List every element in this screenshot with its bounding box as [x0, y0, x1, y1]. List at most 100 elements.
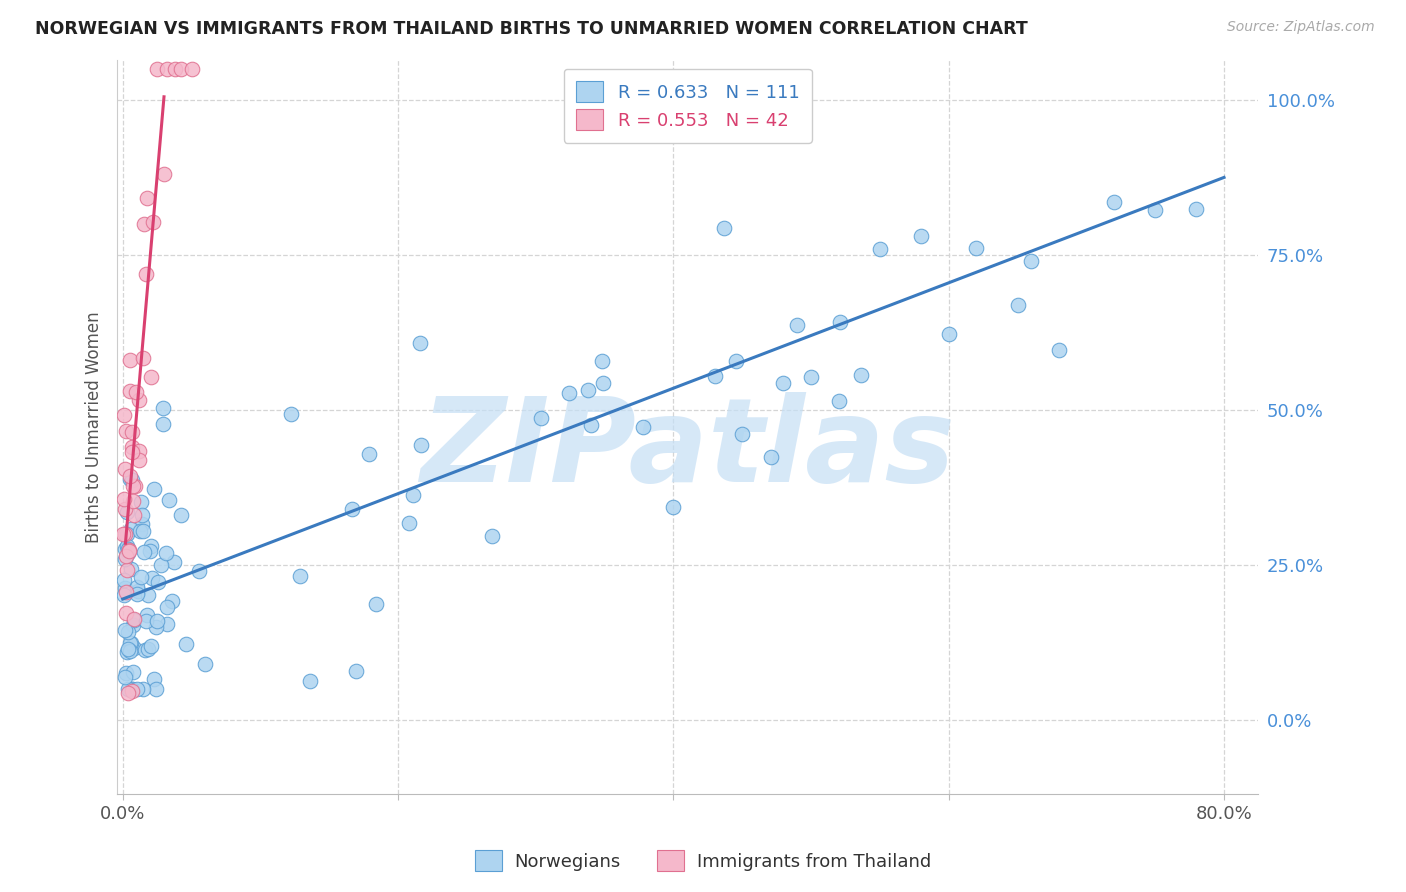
Point — [114, 409, 136, 423]
Point — [112, 588, 135, 602]
Point — [117, 543, 139, 558]
Point — [120, 636, 142, 650]
Point — [135, 614, 157, 628]
Point — [131, 508, 153, 522]
Point — [121, 681, 143, 696]
Point — [145, 615, 167, 629]
Point — [114, 581, 136, 595]
Text: Source: ZipAtlas.com: Source: ZipAtlas.com — [1227, 20, 1375, 34]
Point — [139, 640, 162, 654]
Point — [576, 383, 599, 397]
Point — [125, 384, 148, 399]
Point — [1019, 254, 1042, 268]
Point — [402, 488, 425, 502]
Point — [830, 315, 852, 329]
Point — [121, 473, 143, 487]
Point — [121, 681, 143, 696]
Point — [114, 624, 136, 638]
Point — [1185, 202, 1208, 216]
Point — [152, 417, 174, 431]
Point — [122, 612, 145, 626]
Point — [136, 588, 159, 602]
Point — [114, 502, 136, 516]
Point — [153, 167, 176, 181]
Point — [122, 613, 145, 627]
Point — [150, 558, 173, 572]
Point — [299, 673, 322, 688]
Point — [117, 642, 139, 657]
Point — [117, 505, 139, 519]
Point — [128, 444, 150, 458]
Point — [139, 544, 162, 558]
Text: ZIPatlas: ZIPatlas — [420, 392, 955, 507]
Point — [359, 447, 381, 461]
Point — [827, 394, 849, 409]
Point — [122, 508, 145, 522]
Point — [121, 494, 143, 508]
Point — [631, 420, 654, 434]
Point — [156, 600, 179, 615]
Point — [117, 546, 139, 560]
Point — [280, 407, 302, 421]
Point — [724, 354, 747, 368]
Legend: R = 0.633   N = 111, R = 0.553   N = 42: R = 0.633 N = 111, R = 0.553 N = 42 — [564, 69, 813, 143]
Point — [869, 242, 891, 256]
Point — [132, 524, 155, 538]
Point — [127, 583, 149, 598]
Point — [163, 555, 186, 569]
Point — [170, 508, 193, 522]
Point — [122, 665, 145, 680]
Point — [1007, 298, 1029, 312]
Point — [851, 368, 873, 382]
Point — [163, 62, 186, 76]
Point — [128, 453, 150, 467]
Point — [115, 584, 138, 599]
Point — [761, 450, 783, 465]
Point — [557, 385, 579, 400]
Point — [288, 569, 311, 583]
Point — [703, 368, 725, 383]
Point — [121, 684, 143, 698]
Point — [772, 376, 794, 391]
Point — [1047, 343, 1070, 357]
Point — [117, 625, 139, 640]
Point — [1144, 202, 1167, 217]
Point — [146, 62, 169, 76]
Point — [591, 353, 613, 368]
Point — [1102, 194, 1125, 209]
Point — [132, 681, 155, 696]
Point — [141, 571, 163, 585]
Point — [112, 492, 135, 507]
Point — [124, 479, 146, 493]
Point — [117, 542, 139, 557]
Point — [135, 607, 157, 622]
Point — [786, 318, 808, 332]
Point — [115, 563, 138, 577]
Point — [398, 516, 420, 530]
Point — [481, 529, 503, 543]
Point — [180, 62, 202, 76]
Point — [115, 527, 138, 541]
Text: NORWEGIAN VS IMMIGRANTS FROM THAILAND BIRTHS TO UNMARRIED WOMEN CORRELATION CHAR: NORWEGIAN VS IMMIGRANTS FROM THAILAND BI… — [35, 20, 1028, 37]
Point — [143, 672, 166, 686]
Point — [142, 215, 165, 229]
Point — [157, 492, 180, 507]
Point — [713, 220, 735, 235]
Point — [114, 549, 136, 564]
Point — [662, 500, 685, 514]
Point — [187, 564, 209, 578]
Point — [120, 644, 142, 658]
Point — [115, 645, 138, 659]
Point — [115, 666, 138, 681]
Point — [112, 573, 135, 587]
Point — [121, 479, 143, 493]
Point — [122, 618, 145, 632]
Point — [121, 425, 143, 439]
Point — [114, 551, 136, 566]
Point — [141, 539, 163, 553]
Point — [530, 411, 553, 425]
Point — [120, 472, 142, 486]
Point — [136, 642, 159, 657]
Point — [120, 562, 142, 576]
Point — [118, 544, 141, 558]
